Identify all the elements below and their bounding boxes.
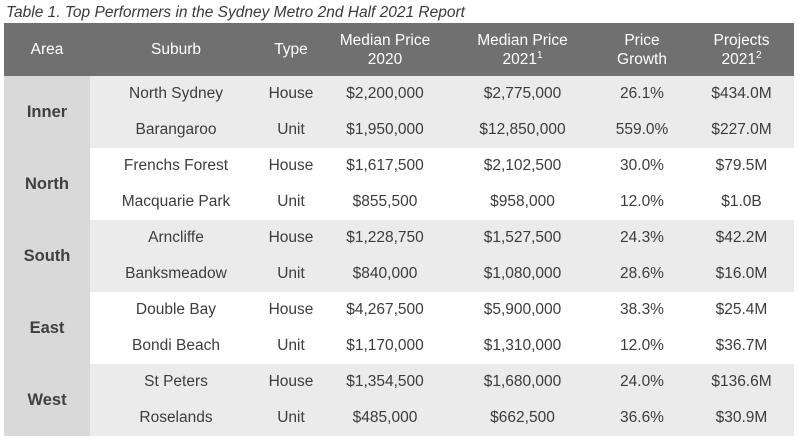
table-row: Inner North Sydney House $2,200,000 $2,775,0… (4, 76, 794, 148)
cell-price-growth: 38.3% (620, 301, 664, 318)
cell-median-2020: $855,500 (352, 193, 418, 210)
cell-suburb: St Peters (90, 364, 262, 400)
cell-median-2020: $485,000 (320, 400, 450, 436)
table-row: East Double Bay House $4,267,500 $5,900,000 3… (4, 292, 794, 364)
table-caption: Table 1. Top Performers in the Sydney Me… (6, 4, 465, 21)
cell-median-2021: $12,850,000 (450, 112, 595, 148)
cell-type: Unit (262, 256, 320, 292)
cell-type: Unit (262, 400, 320, 436)
cell-median-2020: $1,354,500 (320, 364, 450, 400)
cell-median-2020: $1,228,750 (320, 220, 450, 256)
cell-median-2020: $1,950,000 (320, 112, 450, 148)
cell-median-2020: $2,200,000 (320, 76, 450, 112)
area-label: North (4, 148, 90, 220)
cell-price-growth: 26.1% (595, 76, 689, 112)
cell-type: Unit (262, 112, 320, 148)
cell-projects-2021: $136.6M (689, 364, 794, 400)
table-row: West St Peters House $1,354,500 $1,680,000 24… (4, 364, 794, 436)
table-row: Roselands Unit $485,000 $662,500 36.6% $30.9M (4, 400, 794, 436)
table-body: Inner North Sydney House $2,200,000 $2,775,0… (4, 76, 794, 436)
cell-price-growth: 36.6% (595, 400, 689, 436)
table-row: North Frenchs Forest House $1,617,500 $2,102… (4, 148, 794, 220)
top-performers-table: Area Suburb Type Median Price 2020 Median… (4, 23, 794, 436)
cell-median-2021: $5,900,000 (483, 301, 562, 318)
cell-suburb: Bondi Beach (132, 337, 220, 354)
cell-type: House (268, 157, 314, 174)
cell-price-growth: 24.0% (595, 364, 689, 400)
cell-median-2020: $4,267,500 (346, 301, 424, 318)
header-row: Area Suburb Type Median Price 2020 Median… (4, 23, 794, 76)
cell-price-growth: 559.0% (595, 112, 689, 148)
table-row: Macquarie Park Unit $855,500 $958,000 12.0% $… (4, 184, 794, 220)
table-row: South Arncliffe House $1,228,750 $1,527,500 2… (4, 220, 794, 292)
area-label: South (4, 220, 90, 292)
cell-suburb: North Sydney (90, 76, 262, 112)
cell-projects-2021: $227.0M (689, 112, 794, 148)
cell-median-2021: $2,102,500 (483, 157, 562, 174)
cell-price-growth: 30.0% (620, 157, 664, 174)
header-price-growth: Price Growth (595, 23, 689, 76)
cell-suburb: Arncliffe (90, 220, 262, 256)
cell-median-2021: $662,500 (450, 400, 595, 436)
cell-type: House (262, 364, 320, 400)
footnote-marker: 2 (755, 49, 762, 61)
header-median-2021: Median Price 20211 (450, 23, 595, 76)
cell-type: House (262, 220, 320, 256)
cell-type: House (262, 76, 320, 112)
cell-suburb: Barangaroo (90, 112, 262, 148)
cell-projects-2021: $434.0M (689, 76, 794, 112)
header-suburb: Suburb (90, 23, 262, 76)
header-projects-2021: Projects 20212 (689, 23, 794, 76)
cell-median-2021: $1,080,000 (450, 256, 595, 292)
cell-price-growth: 28.6% (595, 256, 689, 292)
cell-type: Unit (277, 193, 305, 210)
cell-price-growth: 12.0% (620, 193, 664, 210)
table-row: Banksmeadow Unit $840,000 $1,080,000 28.6% $1… (4, 256, 794, 292)
cell-median-2021: $958,000 (490, 193, 555, 210)
cell-projects-2021: $36.7M (715, 337, 768, 354)
cell-suburb: Frenchs Forest (123, 157, 229, 174)
cell-projects-2021: $16.0M (689, 256, 794, 292)
table-row: Barangaroo Unit $1,950,000 $12,850,000 559.0… (4, 112, 794, 148)
cell-median-2020: $840,000 (320, 256, 450, 292)
area-label: West (4, 364, 90, 436)
cell-median-2020: $1,170,000 (346, 337, 424, 354)
cell-projects-2021: $42.2M (689, 220, 794, 256)
cell-suburb: Banksmeadow (90, 256, 262, 292)
area-label: Inner (4, 76, 90, 148)
cell-median-2021: $1,680,000 (450, 364, 595, 400)
cell-projects-2021: $25.4M (715, 301, 768, 318)
cell-projects-2021: $79.5M (715, 157, 768, 174)
cell-suburb: Double Bay (135, 301, 217, 318)
header-area: Area (4, 23, 90, 76)
header-type: Type (262, 23, 320, 76)
cell-median-2021: $2,775,000 (450, 76, 595, 112)
cell-price-growth: 24.3% (595, 220, 689, 256)
cell-suburb: Macquarie Park (121, 193, 231, 210)
table-row: Bondi Beach Unit $1,170,000 $1,310,000 12.0%… (4, 328, 794, 364)
cell-suburb: Roselands (90, 400, 262, 436)
cell-projects-2021: $30.9M (689, 400, 794, 436)
header-median-2020: Median Price 2020 (320, 23, 450, 76)
cell-projects-2021: $1.0B (721, 193, 762, 210)
cell-median-2021: $1,527,500 (450, 220, 595, 256)
footnote-marker: 1 (536, 49, 543, 61)
cell-type: Unit (277, 337, 305, 354)
cell-price-growth: 12.0% (620, 337, 664, 354)
cell-median-2020: $1,617,500 (346, 157, 424, 174)
cell-type: House (268, 301, 314, 318)
area-label: East (4, 292, 90, 364)
cell-median-2021: $1,310,000 (483, 337, 562, 354)
